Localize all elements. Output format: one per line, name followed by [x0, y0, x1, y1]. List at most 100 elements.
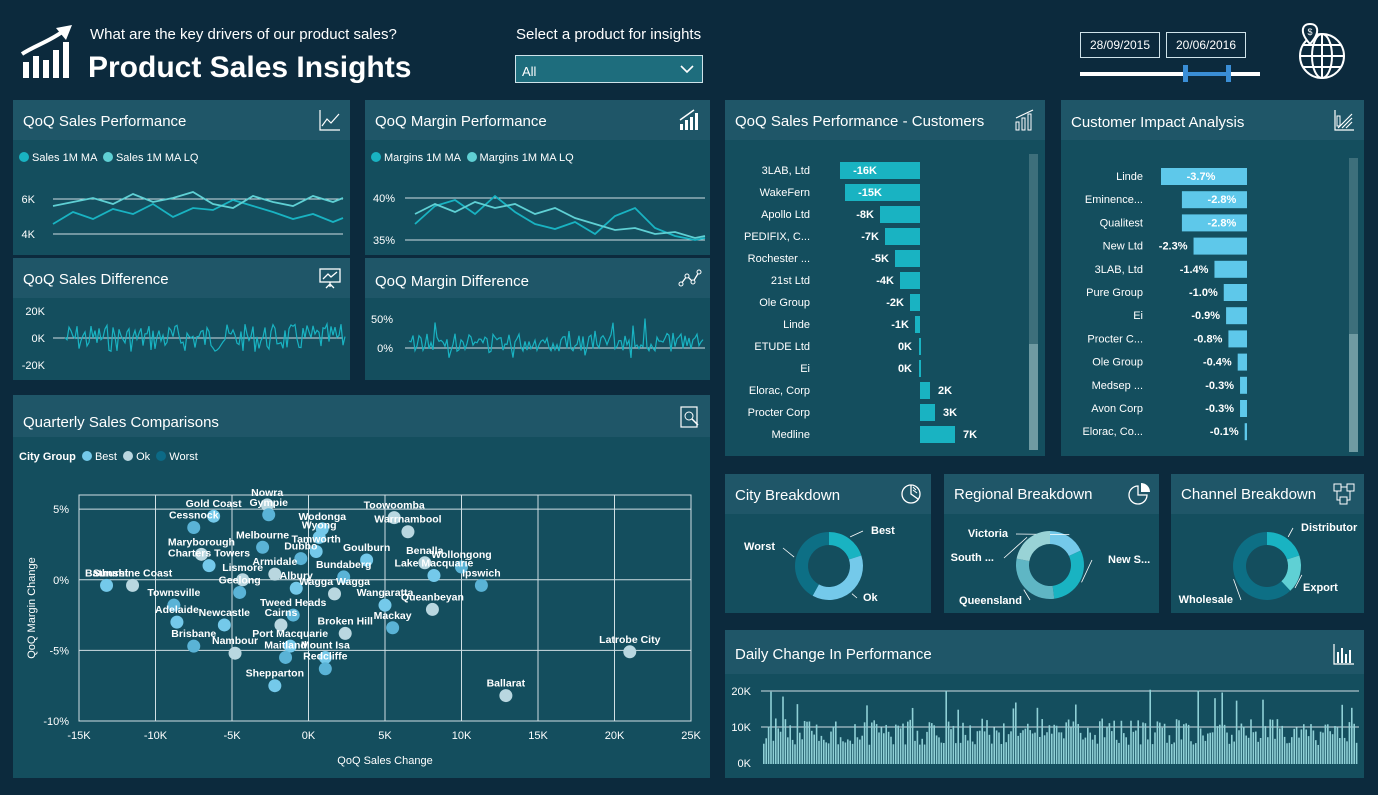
scatter-point[interactable] — [207, 509, 221, 523]
daily-bar — [1264, 726, 1267, 764]
scatter-point[interactable] — [126, 578, 140, 592]
scatter-point[interactable] — [318, 650, 332, 664]
bar[interactable] — [1240, 400, 1247, 417]
scatter-point[interactable] — [455, 560, 468, 574]
scatter-point[interactable] — [260, 498, 274, 512]
donut-slice[interactable] — [1233, 532, 1291, 600]
bar[interactable] — [1181, 191, 1247, 209]
bar[interactable] — [880, 206, 920, 223]
date-slider-handle-end[interactable] — [1226, 65, 1231, 82]
scatter-point[interactable] — [256, 540, 270, 554]
scatter-point[interactable] — [217, 618, 231, 632]
scatter-point[interactable] — [418, 556, 432, 570]
scatter-point[interactable] — [236, 573, 250, 587]
donut-slice[interactable] — [1016, 531, 1050, 562]
scatter-point[interactable] — [309, 545, 323, 558]
scatter-point[interactable] — [474, 578, 488, 592]
scatter-point[interactable] — [387, 511, 401, 525]
scatter-point[interactable] — [360, 553, 374, 567]
margin-performance-chart: 40% 35% — [373, 193, 706, 247]
scatter-point[interactable] — [338, 626, 352, 640]
bar[interactable] — [1226, 307, 1247, 325]
product-select[interactable]: All — [515, 55, 703, 83]
scatter-point[interactable] — [167, 598, 181, 612]
scatter-point[interactable] — [318, 662, 332, 676]
scatter-point[interactable] — [279, 650, 293, 664]
point-label: Mackay — [374, 610, 412, 622]
date-slider[interactable] — [1080, 65, 1260, 82]
bar[interactable] — [920, 426, 955, 443]
customers-scrollbar[interactable] — [1029, 154, 1038, 450]
bar[interactable] — [1181, 214, 1247, 232]
scatter-point[interactable] — [268, 567, 282, 581]
scatter-point[interactable] — [228, 646, 242, 660]
point-label: Wodonga — [298, 511, 346, 523]
impact-scrollbar[interactable] — [1349, 158, 1358, 452]
daily-bar — [923, 744, 926, 764]
bar[interactable] — [1161, 168, 1247, 185]
scatter-point[interactable] — [378, 598, 392, 612]
bar[interactable] — [885, 228, 920, 245]
daily-bar — [1195, 743, 1197, 764]
bar[interactable] — [1223, 284, 1247, 301]
daily-bar — [1003, 723, 1005, 764]
bar[interactable] — [910, 294, 920, 311]
scatter-point[interactable] — [328, 587, 342, 601]
donut-slice[interactable] — [1052, 550, 1084, 599]
daily-bar — [1142, 722, 1144, 764]
donut-slice[interactable] — [1016, 558, 1055, 599]
scroll-thumb[interactable] — [1029, 344, 1038, 450]
scatter-point[interactable] — [187, 639, 201, 653]
scatter-point[interactable] — [262, 508, 276, 522]
donut-slice[interactable] — [829, 532, 862, 560]
scatter-point[interactable] — [268, 679, 282, 693]
bar[interactable] — [845, 184, 920, 201]
donut-slice[interactable] — [1050, 531, 1081, 557]
scatter-point[interactable] — [100, 578, 114, 592]
date-start-input[interactable]: 28/09/2015 — [1080, 32, 1160, 58]
scatter-point[interactable] — [286, 608, 300, 622]
scatter-point[interactable] — [623, 645, 637, 659]
donut-slice[interactable] — [795, 532, 829, 596]
bar[interactable] — [919, 360, 921, 377]
scatter-point[interactable] — [427, 569, 441, 583]
bar[interactable] — [920, 382, 930, 399]
donut-slice[interactable] — [1281, 555, 1301, 591]
scatter-point[interactable] — [170, 615, 184, 629]
scatter-point[interactable] — [337, 570, 351, 584]
bar[interactable] — [920, 404, 935, 421]
donut-slice[interactable] — [1267, 532, 1300, 560]
bar[interactable] — [1237, 353, 1247, 371]
bar[interactable] — [1244, 423, 1247, 441]
scatter-point[interactable] — [401, 525, 415, 539]
bar[interactable] — [1240, 376, 1247, 394]
bar[interactable] — [900, 272, 920, 289]
daily-bar — [919, 744, 921, 764]
scatter-point[interactable] — [289, 581, 303, 595]
point-label: Charters Towers — [168, 548, 250, 560]
scatter-point[interactable] — [425, 602, 439, 616]
bar[interactable] — [1193, 237, 1247, 255]
scatter-point[interactable] — [194, 547, 208, 561]
bar[interactable] — [1228, 330, 1247, 348]
scatter-point[interactable] — [274, 618, 288, 632]
scatter-point[interactable] — [233, 585, 247, 599]
donut-slice[interactable] — [812, 555, 863, 600]
scatter-point[interactable] — [202, 559, 216, 573]
bar[interactable] — [1214, 260, 1247, 278]
scatter-point[interactable] — [386, 621, 400, 635]
date-slider-handle-start[interactable] — [1183, 65, 1188, 82]
scatter-point[interactable] — [283, 639, 297, 653]
scatter-point[interactable] — [187, 520, 201, 534]
daily-bar — [911, 707, 914, 764]
bar[interactable] — [840, 162, 920, 179]
bar[interactable] — [915, 316, 920, 333]
bar[interactable] — [895, 250, 920, 267]
scatter-point[interactable] — [312, 530, 326, 544]
point-label: Bathurst — [85, 567, 129, 579]
scatter-point[interactable] — [294, 552, 308, 566]
date-end-input[interactable]: 20/06/2016 — [1166, 32, 1246, 58]
scroll-thumb[interactable] — [1349, 334, 1358, 452]
bar[interactable] — [919, 338, 921, 355]
scatter-point[interactable] — [499, 689, 513, 703]
